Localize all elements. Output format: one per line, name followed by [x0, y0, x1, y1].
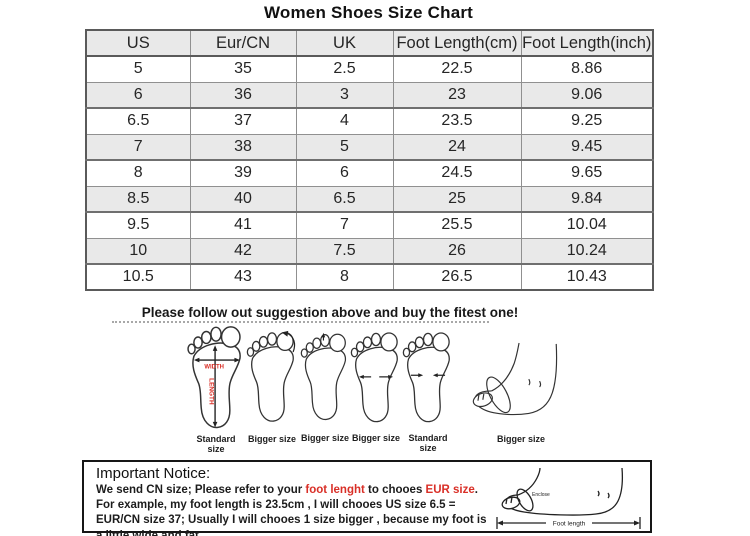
table-cell: 35 [189, 55, 297, 83]
size-table: US Eur/CN UK Foot Length(cm) Foot Length(inc… [85, 29, 654, 291]
table-row: 6.5 37 4 23.5 9.25 [85, 107, 654, 135]
table-cell: 25.5 [392, 211, 522, 239]
table-cell: 9.45 [520, 133, 654, 161]
table-cell: 5 [85, 55, 191, 83]
page-title: Women Shoes Size Chart [263, 3, 474, 22]
table-cell: 2.5 [295, 55, 394, 83]
foot-diagram-bigger-toe2: Bigger size [297, 325, 353, 443]
foot-size-label: Standard size [408, 433, 448, 454]
table-cell: 37 [189, 107, 297, 135]
table-cell: 41 [189, 211, 297, 239]
foot-size-label: Bigger size [496, 434, 545, 444]
foot-diagram-standard-width: Standard size [400, 326, 456, 454]
table-cell: 6.5 [295, 185, 394, 213]
notice-text: We send CN size; Please refer to your [96, 484, 306, 496]
table-cell: 7 [85, 133, 191, 161]
table-cell: 39 [189, 159, 297, 187]
column-header: Foot Length(cm) [392, 29, 522, 57]
foot-size-label: Standard size [196, 434, 236, 455]
foot-sole-toe-arrow-icon [300, 332, 347, 421]
table-row: 10 42 7.5 26 10.24 [85, 237, 654, 265]
size-table-body: 5 35 2.5 22.5 8.86 6 36 3 23 9.06 6.5 37 4 23.5 9.25 7 3… [85, 55, 654, 291]
table-cell: 25 [392, 185, 522, 213]
table-row: 9.5 41 7 25.5 10.04 [85, 211, 654, 239]
foot-sole-width-arrows-icon [350, 332, 398, 423]
table-cell: 9.06 [520, 81, 654, 109]
table-cell: 9.65 [520, 159, 654, 187]
foot-side-girth-icon [472, 342, 558, 416]
table-cell: 23 [392, 81, 522, 109]
table-row: 10.5 43 8 26.5 10.43 [85, 263, 654, 291]
foot-size-label: Bigger size [300, 433, 349, 443]
table-cell: 9.84 [520, 185, 654, 213]
table-cell: 8.86 [520, 55, 654, 83]
width-label: WIDTH [204, 364, 224, 370]
table-cell: 5 [295, 133, 394, 161]
foot-length-diagram-icon: Enclose Foot length [496, 467, 641, 529]
table-cell: 40 [189, 185, 297, 213]
notice-body: We send CN size; Please refer to your fo… [96, 483, 492, 536]
notice-title: Important Notice: [96, 465, 211, 482]
foot-diagram-bigger-toe: Bigger size [244, 324, 300, 444]
column-header: Foot Length(inch) [520, 29, 654, 57]
foot-sole-width-arrows-icon [402, 332, 450, 423]
table-row: 8 39 6 24.5 9.65 [85, 159, 654, 187]
table-cell: 43 [189, 263, 297, 291]
enclose-label: Enclose [532, 492, 550, 498]
foot-diagram-standard-measure: WIDTH LENGTH Standard size [184, 325, 248, 455]
table-cell: 10.04 [520, 211, 654, 239]
table-cell: 6 [85, 81, 191, 109]
notice-box: Important Notice: We send CN size; Pleas… [82, 460, 652, 536]
table-cell: 7 [295, 211, 394, 239]
table-cell: 4 [295, 107, 394, 135]
table-cell: 8 [85, 159, 191, 187]
foot-diagram-side-girth: Bigger size [469, 342, 573, 444]
notice-red-text: foot lenght [305, 484, 365, 496]
table-cell: 9.5 [85, 211, 191, 239]
table-row: 5 35 2.5 22.5 8.86 [85, 55, 654, 83]
suggestion-text: Please follow out suggestion above and b… [141, 305, 519, 320]
foot-diagram-bigger-width: Bigger size [348, 326, 404, 443]
length-label: LENGTH [208, 378, 215, 405]
table-cell: 10.5 [85, 263, 191, 291]
table-cell: 10.24 [520, 237, 654, 265]
table-row: 7 38 5 24 9.45 [85, 133, 654, 161]
foot-size-label: Bigger size [351, 433, 400, 443]
table-cell: 10.43 [520, 263, 654, 291]
table-cell: 23.5 [392, 107, 522, 135]
table-cell: 7.5 [295, 237, 394, 265]
table-row: 6 36 3 23 9.06 [85, 81, 654, 109]
foot-sole-measure-icon: WIDTH LENGTH [187, 326, 241, 429]
table-cell: 24.5 [392, 159, 522, 187]
table-cell: 10 [85, 237, 191, 265]
table-cell: 8 [295, 263, 394, 291]
notice-text: . For example, my foot length is 23.5cm … [96, 484, 487, 536]
dotted-divider [112, 321, 489, 323]
foot-length-label: Foot length [553, 521, 586, 528]
table-row: 8.5 40 6.5 25 9.84 [85, 185, 654, 213]
table-cell: 3 [295, 81, 394, 109]
table-cell: 24 [392, 133, 522, 161]
table-cell: 38 [189, 133, 297, 161]
table-cell: 9.25 [520, 107, 654, 135]
table-cell: 22.5 [392, 55, 522, 83]
table-cell: 36 [189, 81, 297, 109]
table-cell: 26 [392, 237, 522, 265]
column-header: Eur/CN [189, 29, 297, 57]
notice-text: to chooes [364, 484, 426, 496]
notice-red-text: EUR size [425, 484, 475, 496]
column-header: US [85, 29, 191, 57]
table-cell: 6.5 [85, 107, 191, 135]
foot-sole-toe-arrow-icon [246, 330, 296, 422]
table-cell: 42 [189, 237, 297, 265]
foot-size-label: Bigger size [247, 434, 296, 444]
column-header: UK [295, 29, 394, 57]
size-table-header-row: US Eur/CN UK Foot Length(cm) Foot Length(inc… [85, 29, 654, 57]
table-cell: 6 [295, 159, 394, 187]
table-cell: 26.5 [392, 263, 522, 291]
table-cell: 8.5 [85, 185, 191, 213]
